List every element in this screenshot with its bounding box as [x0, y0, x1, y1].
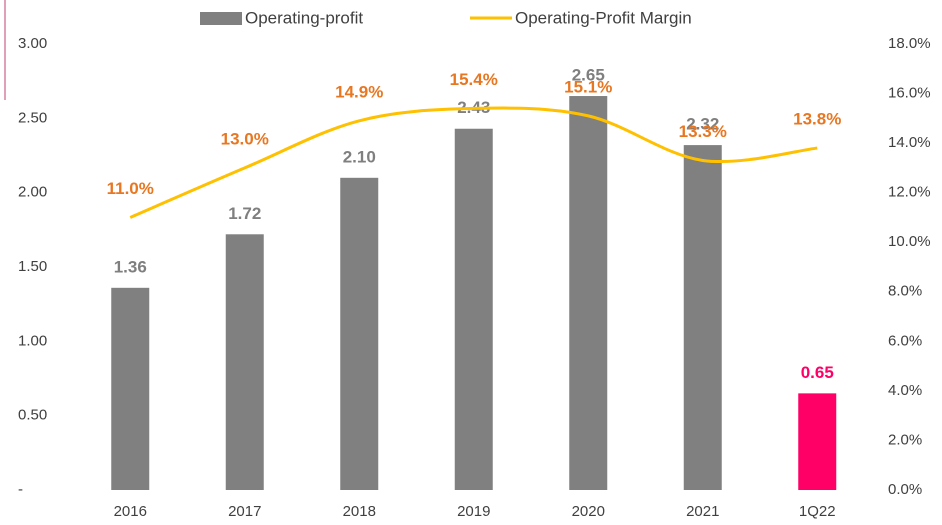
bar-value-label: 1.72 [228, 204, 261, 223]
bar [111, 287, 150, 490]
y-tick-label: 0.50 [18, 407, 47, 424]
legend-label: Operating-Profit Margin [515, 8, 692, 27]
line-value-label: 15.4% [450, 70, 498, 89]
y-tick-label: 2.00 [18, 184, 47, 201]
line-value-label: 11.0% [107, 179, 154, 198]
bar [798, 393, 837, 490]
line [129, 106, 818, 219]
line-value-label: 13.0% [221, 129, 269, 148]
bar-value-label: 2.65 [572, 66, 605, 85]
line-value-label: 14.9% [335, 82, 383, 101]
x-tick-label: 1Q22 [799, 503, 836, 520]
y2-tick-label: 0.0% [888, 481, 922, 498]
bar [569, 96, 608, 491]
y2-tick-label: 6.0% [888, 332, 922, 349]
y-tick-label: - [18, 481, 23, 498]
legend-swatch [200, 12, 242, 25]
y-tick-label: 2.50 [18, 109, 47, 126]
bar-value-label: 0.65 [801, 363, 834, 382]
bar [454, 128, 493, 491]
y2-tick-label: 16.0% [888, 85, 931, 102]
y2-tick-label: 4.0% [888, 382, 922, 399]
x-tick-label: 2020 [572, 503, 605, 520]
y2-tick-label: 8.0% [888, 283, 922, 300]
bar [225, 234, 264, 490]
x-tick-label: 2021 [686, 503, 719, 520]
y2-tick-label: 18.0% [888, 35, 931, 52]
x-tick-label: 2018 [343, 503, 376, 520]
bar [340, 177, 379, 491]
x-tick-label: 2019 [457, 503, 490, 520]
line-value-label: 13.3% [679, 122, 727, 141]
y2-tick-label: 10.0% [888, 233, 931, 250]
bar-value-label: 1.36 [114, 257, 147, 276]
y-tick-label: 1.50 [18, 258, 47, 275]
line-value-label: 13.8% [793, 110, 841, 129]
y2-tick-label: 14.0% [888, 134, 931, 151]
x-tick-label: 2016 [114, 503, 147, 520]
legend-label: Operating-profit [245, 8, 363, 27]
line-value-label: 15.1% [564, 77, 612, 96]
bar-value-label: 2.32 [686, 115, 719, 134]
y-tick-label: 1.00 [18, 332, 47, 349]
y2-tick-label: 12.0% [888, 184, 931, 201]
y2-tick-label: 2.0% [888, 431, 922, 448]
x-tick-label: 2017 [228, 503, 261, 520]
bar-value-label: 2.10 [343, 147, 376, 166]
y-tick-label: 3.00 [18, 35, 47, 52]
bar [683, 145, 722, 491]
